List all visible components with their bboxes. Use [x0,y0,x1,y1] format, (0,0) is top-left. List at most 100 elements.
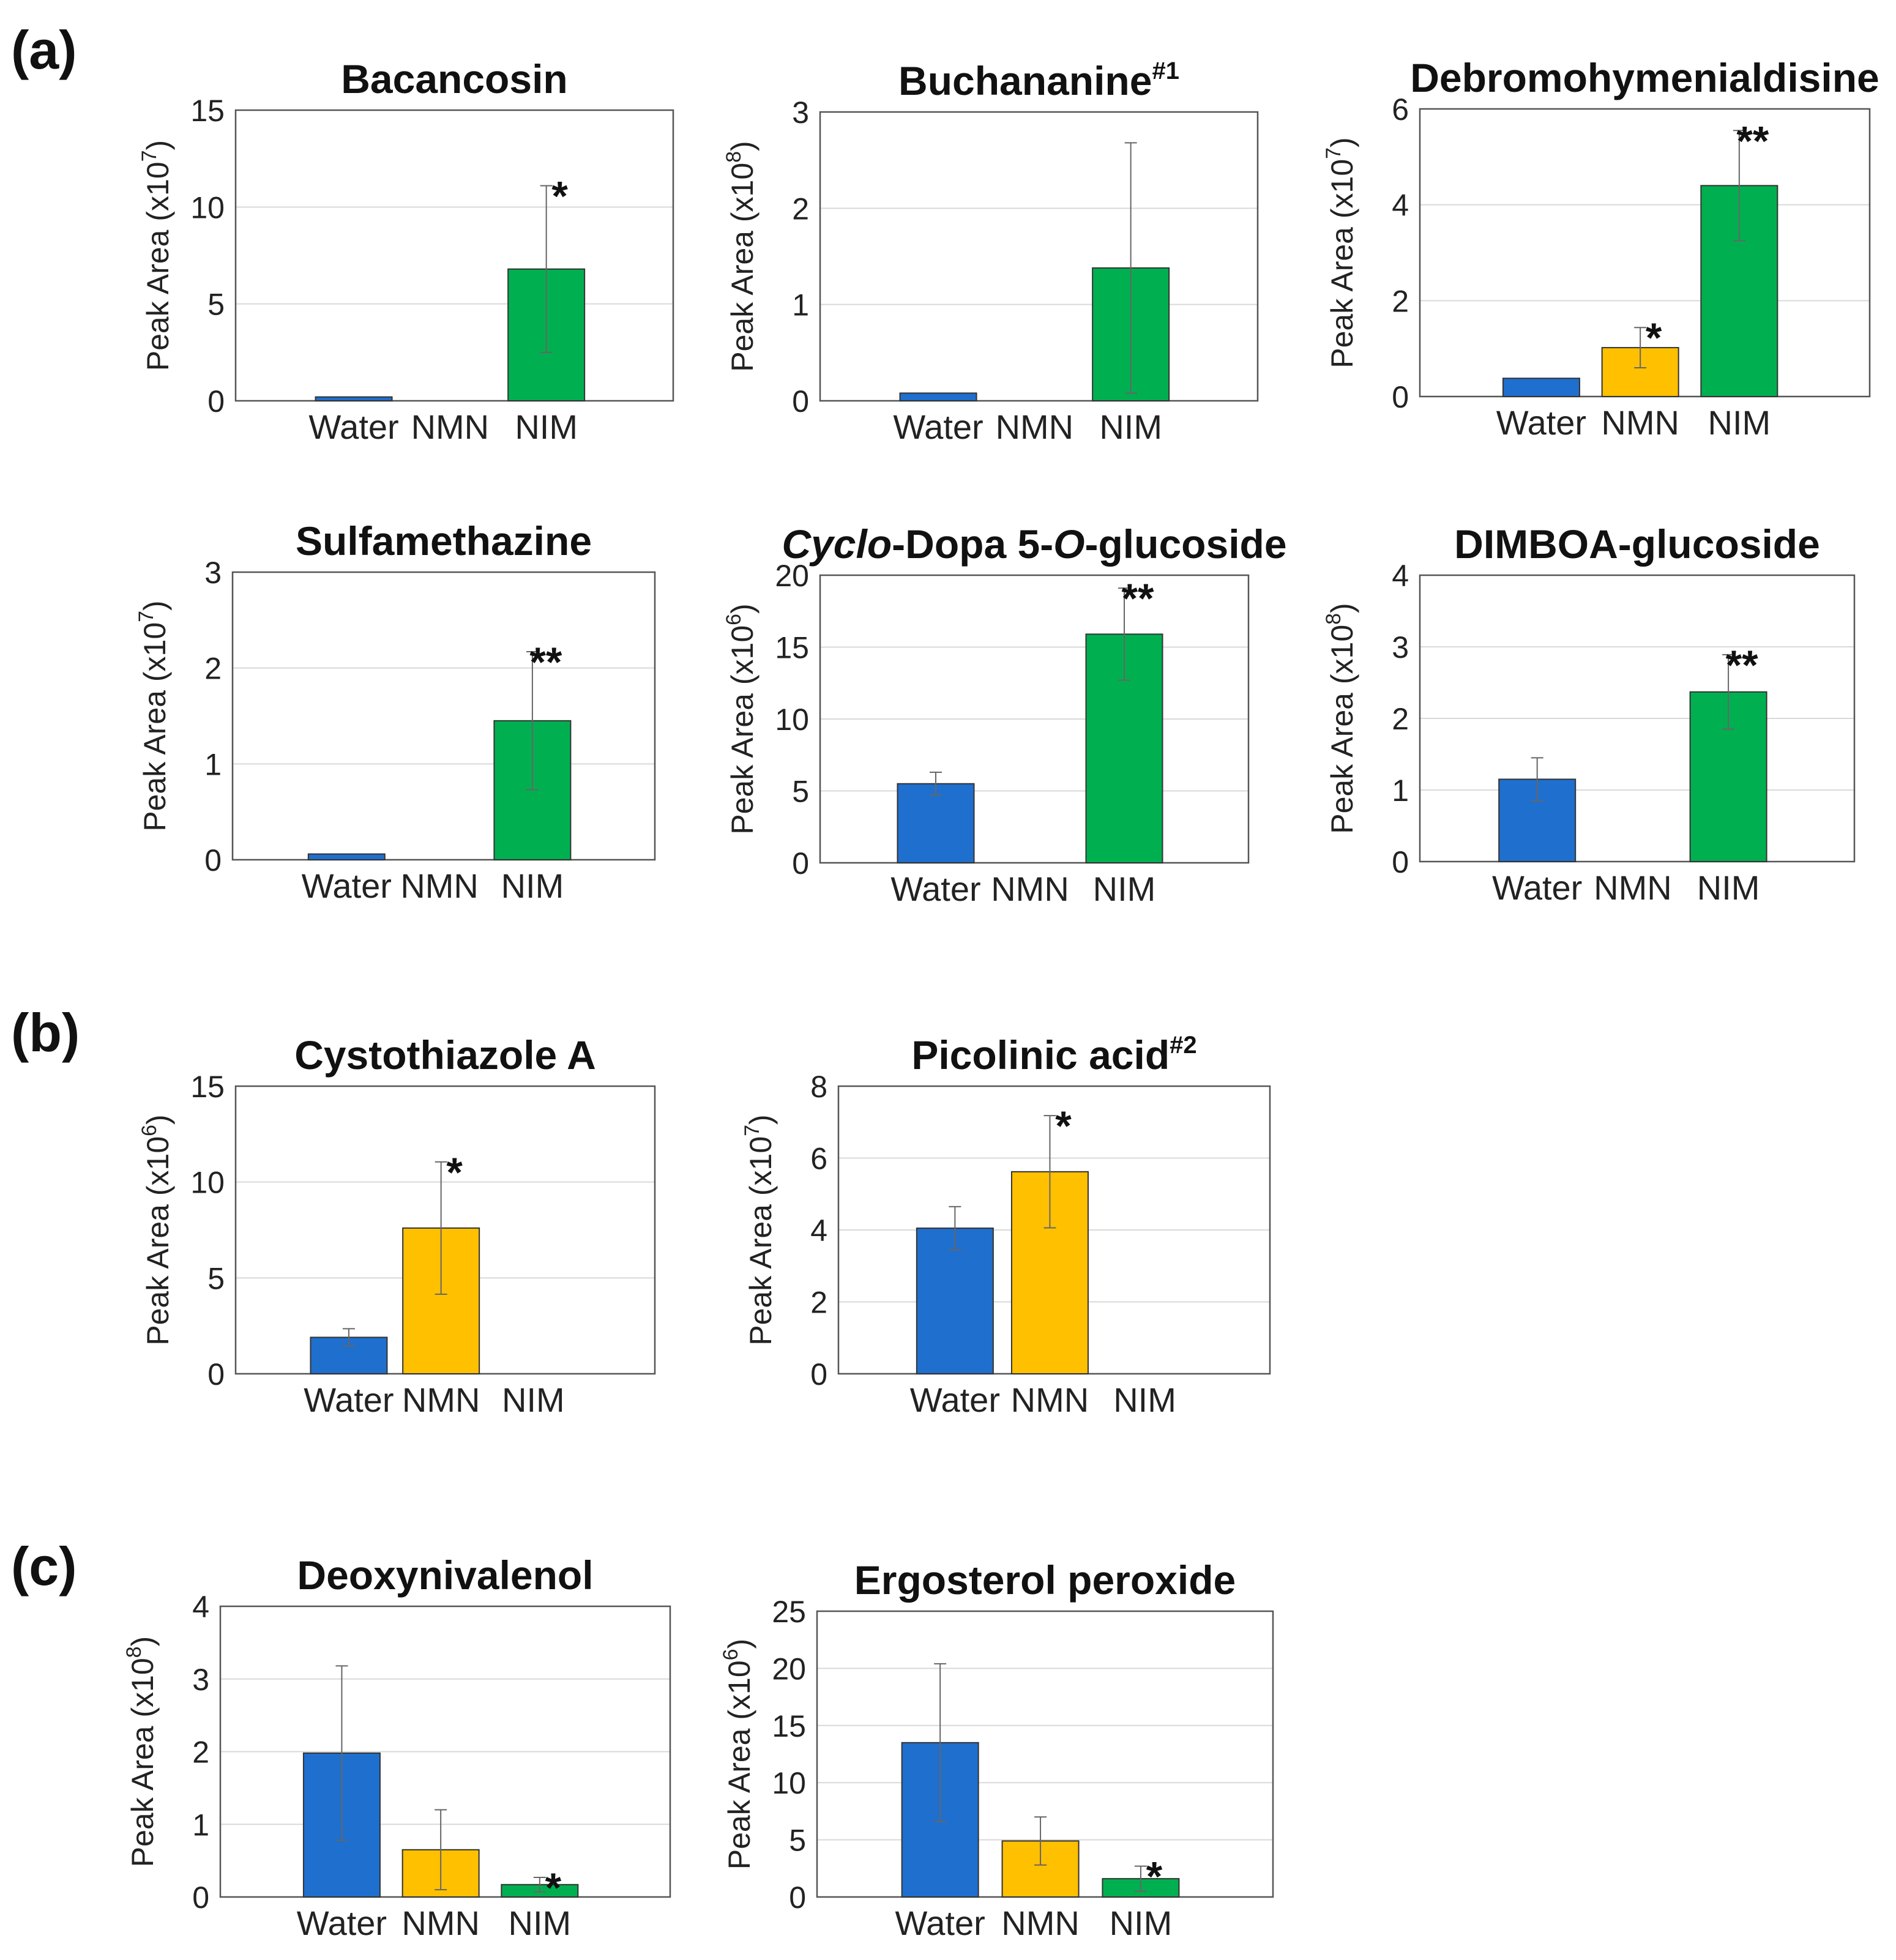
x-tick-label-nim: NIM [502,1381,565,1419]
panel-label-c: (c) [11,1536,77,1597]
y-tick-label: 3 [192,1663,209,1697]
y-tick-label: 4 [1392,188,1409,223]
significance-marker: ** [1736,117,1769,164]
significance-marker: * [1146,1854,1163,1900]
panel-label-a: (a) [11,20,77,80]
y-tick-label: 2 [792,192,809,226]
y-tick-label: 0 [204,843,222,878]
significance-marker: ** [529,639,562,685]
chart-title: Debromohymenialdisine [1410,55,1879,100]
x-tick-label-water: Water [1496,403,1586,442]
chart-2: 0 1 2 3 Water NMN NIM Buchananine#1 Peak Area (x… [722,58,1259,446]
chart-title: Cystothiazole A [294,1032,596,1078]
y-tick-label: 0 [792,384,809,419]
y-tick-label: 0 [192,1880,209,1915]
y-tick-label: 4 [192,1590,209,1624]
y-tick-label: 2 [1392,284,1409,318]
y-axis-label: Peak Area (x106) [138,1114,175,1345]
x-tick-label-water: Water [893,408,983,446]
y-tick-label: 10 [772,1766,806,1800]
plot-frame [231,571,656,861]
x-tick-label-nim: NIM [1110,1904,1173,1942]
x-tick-label-nmn: NMN [1594,868,1672,907]
x-tick-label-nmn: NMN [400,866,479,905]
x-tick-label-nim: NIM [1697,868,1760,907]
chart-8: 0 2 4 6 8 Water * NMN NIM Picolinic acid#2 Peak Ar… [741,1032,1271,1419]
y-tick-label: 3 [792,95,809,130]
chart-7: 0 5 10 15 Water * NMN NIM Cystothiazole A Peak Ar… [138,1032,656,1419]
x-tick-label-nim: NIM [509,1904,572,1942]
y-tick-label: 1 [192,1808,209,1842]
significance-marker: * [446,1149,463,1196]
y-tick-label: 3 [204,556,222,590]
y-tick-label: 5 [207,288,225,322]
y-tick-label: 20 [775,559,809,593]
x-tick-label-nmn: NMN [1011,1381,1089,1419]
y-axis-label: Peak Area (x108) [722,141,760,371]
x-tick-label-water: Water [308,408,398,446]
x-tick-label-water: Water [302,866,392,905]
y-axis-label: Peak Area (x108) [122,1636,160,1867]
x-tick-label-water: Water [304,1381,394,1419]
bar-water [916,1228,994,1374]
chart-title: Cyclo-Dopa 5-O-glucoside [782,521,1286,567]
significance-marker: * [1055,1103,1072,1149]
y-tick-label: 0 [789,1880,806,1915]
y-tick-label: 10 [775,702,809,737]
y-axis-label: Peak Area (x107) [135,600,172,831]
panel-label-b: (b) [11,1002,80,1063]
y-tick-label: 4 [810,1213,827,1248]
x-tick-label-nmn: NMN [1001,1904,1080,1942]
y-axis-label: Peak Area (x107) [1322,137,1359,368]
x-tick-label-nim: NIM [501,866,564,905]
x-tick-label-nmn: NMN [401,1904,480,1942]
plot-frame [819,574,1250,864]
chart-title: Buchananine#1 [898,58,1179,103]
y-tick-label: 0 [1392,845,1409,879]
bar-water [315,396,393,402]
chart-6: 0 1 2 3 4 Water NMN ** NIM DIMBOA-glucoside Peak A… [1322,521,1856,907]
y-tick-label: 0 [810,1357,827,1392]
bar-water [899,392,977,401]
y-tick-label: 2 [204,652,222,686]
x-tick-label-nmn: NMN [1601,403,1679,442]
x-tick-label-nim: NIM [1708,403,1771,442]
x-tick-label-nmn: NMN [411,408,490,446]
significance-marker: * [545,1865,562,1911]
chart-title: Picolinic acid#2 [911,1032,1196,1078]
y-tick-label: 15 [772,1709,806,1743]
y-tick-label: 0 [1392,380,1409,414]
plot-frame [1419,574,1856,863]
y-tick-label: 15 [775,631,809,665]
x-tick-label-water: Water [297,1904,387,1942]
bar-water [307,853,386,860]
y-tick-label: 4 [1392,559,1409,593]
y-tick-label: 3 [1392,630,1409,665]
x-tick-label-nim: NIM [1113,1381,1176,1419]
y-tick-label: 0 [792,846,809,881]
chart-title: DIMBOA-glucoside [1454,521,1820,567]
y-tick-label: 1 [1392,773,1409,808]
x-tick-label-water: Water [895,1904,985,1942]
y-tick-label: 10 [190,1166,225,1200]
x-tick-label-nmn: NMN [991,870,1069,908]
x-tick-label-nim: NIM [515,408,578,446]
y-tick-label: 2 [192,1735,209,1770]
y-tick-label: 0 [207,384,225,419]
y-tick-label: 6 [1392,92,1409,127]
chart-4: 0 1 2 3 Water NMN ** NIM Sulfamethazine Peak Area… [135,518,656,905]
significance-marker: ** [1726,642,1758,688]
y-axis-label: Peak Area (x108) [1322,603,1359,833]
x-tick-label-nim: NIM [1099,408,1162,446]
y-tick-label: 2 [810,1286,827,1320]
y-tick-label: 2 [1392,702,1409,736]
plot-frame [819,111,1259,402]
y-tick-label: 1 [204,747,222,781]
bar-water [1502,378,1580,398]
x-tick-label-nim: NIM [1093,870,1156,908]
y-tick-label: 20 [772,1652,806,1686]
y-tick-label: 0 [207,1357,225,1392]
y-tick-label: 1 [792,288,809,322]
y-tick-label: 15 [190,1070,225,1104]
